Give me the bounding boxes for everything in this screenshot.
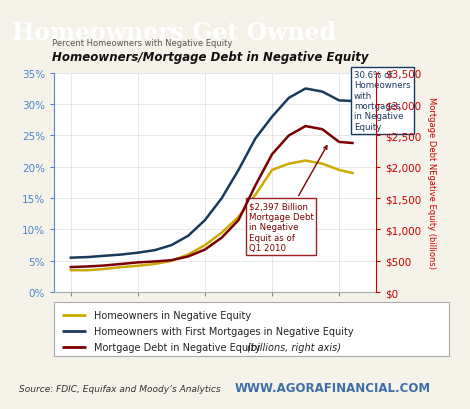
Text: 30.6% of
Homeowners
with
mortgages
in Negative
Equity: 30.6% of Homeowners with mortgages in Ne… xyxy=(354,71,410,132)
Text: Homeowners/Mortgage Debt in Negative Equity: Homeowners/Mortgage Debt in Negative Equ… xyxy=(52,50,368,63)
Text: $2,397 Billion
Mortgage Debt
in Negative
Equit as of
Q1 2010: $2,397 Billion Mortgage Debt in Negative… xyxy=(249,146,327,252)
Text: Homeowners Get Owned: Homeowners Get Owned xyxy=(12,21,336,45)
Text: Percent Homeowners with Negative Equity: Percent Homeowners with Negative Equity xyxy=(52,39,232,48)
Text: Mortgage Debt in Negative Equity: Mortgage Debt in Negative Equity xyxy=(94,342,263,352)
Text: WWW.AGORAFINANCIAL.COM: WWW.AGORAFINANCIAL.COM xyxy=(235,381,431,393)
Y-axis label: Mortgage Debt NEgative Equity (billions): Mortgage Debt NEgative Equity (billions) xyxy=(427,97,436,269)
Text: Homeowners in Negative Equity: Homeowners in Negative Equity xyxy=(94,310,251,320)
Text: Homeowners with First Mortgages in Negative Equity: Homeowners with First Mortgages in Negat… xyxy=(94,326,353,336)
Text: Source: FDIC, Equifax and Moody’s Analytics: Source: FDIC, Equifax and Moody’s Analyt… xyxy=(19,384,220,393)
FancyBboxPatch shape xyxy=(54,303,449,356)
Text: (billions, right axis): (billions, right axis) xyxy=(247,342,341,352)
